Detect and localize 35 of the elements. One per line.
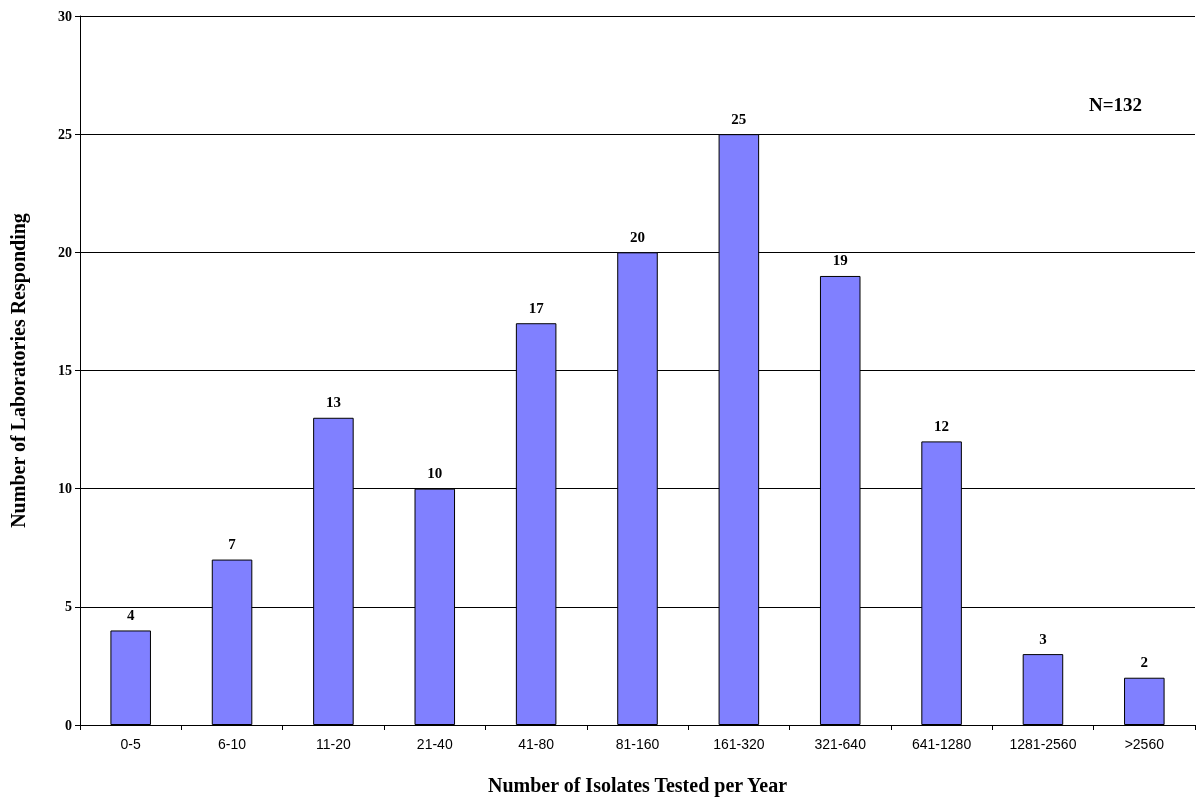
x-tick-label: >2560 bbox=[1124, 736, 1165, 752]
x-tick-label: 41-80 bbox=[518, 736, 555, 752]
bar bbox=[1022, 654, 1064, 725]
y-tick-label: 10 bbox=[58, 481, 72, 497]
x-tick-label: 1281-2560 bbox=[1009, 736, 1077, 752]
data-label: 20 bbox=[630, 228, 645, 245]
x-tick-label: 641-1280 bbox=[912, 736, 972, 752]
y-tick-label: 15 bbox=[58, 363, 72, 378]
data-label: 2 bbox=[1140, 654, 1149, 671]
annotation: N=132 bbox=[1088, 94, 1143, 115]
x-tick-label: 11-20 bbox=[316, 736, 351, 752]
data-label: 17 bbox=[528, 299, 545, 316]
data-label: 3 bbox=[1039, 630, 1047, 647]
y-tick-label: 30 bbox=[58, 8, 72, 24]
data-label: 7 bbox=[228, 536, 237, 553]
x-tick-label: 0-5 bbox=[120, 736, 142, 752]
bar bbox=[1124, 677, 1165, 725]
data-label: 10 bbox=[427, 465, 443, 482]
x-tick-label: 321-640 bbox=[814, 736, 867, 752]
data-label: 25 bbox=[731, 110, 747, 127]
y-tick-label: 20 bbox=[58, 244, 72, 260]
x-axis-title: Number of Isolates Tested per Year bbox=[487, 774, 788, 797]
y-axis-title: Number of Laboratories Responding bbox=[7, 213, 30, 528]
x-tick-label: 21-40 bbox=[416, 736, 453, 752]
x-tick-label: 6-10 bbox=[218, 736, 247, 752]
data-label: 13 bbox=[325, 394, 341, 411]
data-label: 4 bbox=[126, 606, 135, 623]
y-tick-label: 0 bbox=[65, 717, 72, 733]
y-tick-label: 25 bbox=[58, 126, 72, 142]
y-tick-label: 5 bbox=[65, 599, 72, 615]
bar bbox=[110, 630, 151, 725]
x-tick-label: 161-320 bbox=[713, 736, 765, 752]
data-label: 19 bbox=[832, 252, 848, 269]
x-tick-label: 81-160 bbox=[615, 736, 660, 752]
data-label: 12 bbox=[934, 417, 950, 434]
